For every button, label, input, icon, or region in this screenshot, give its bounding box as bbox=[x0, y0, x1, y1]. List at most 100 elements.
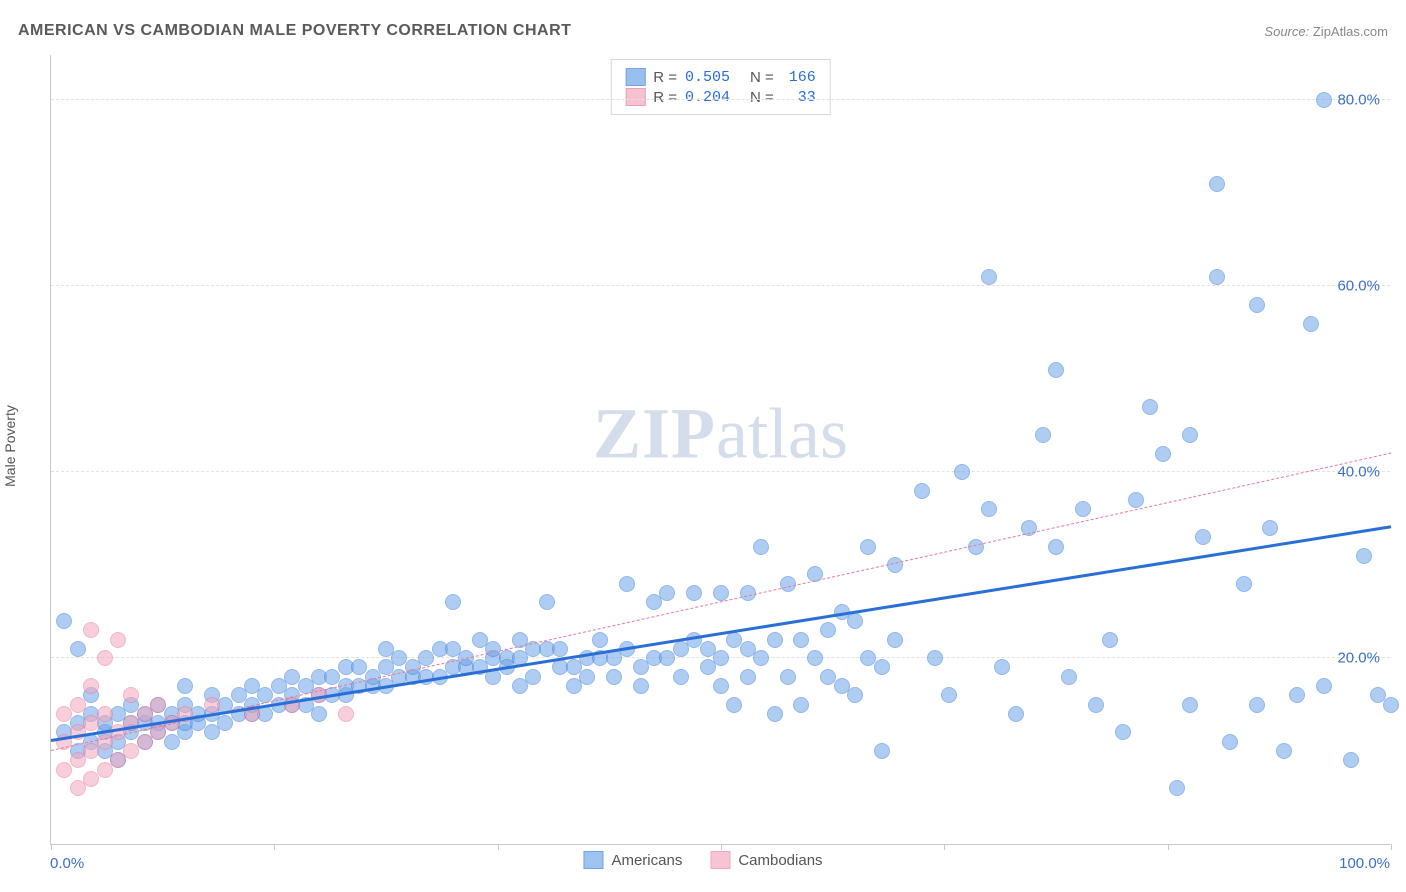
legend-swatch bbox=[625, 88, 645, 106]
data-point bbox=[981, 501, 997, 517]
data-point bbox=[1128, 492, 1144, 508]
data-point bbox=[56, 613, 72, 629]
data-point bbox=[1048, 539, 1064, 555]
legend-swatch bbox=[710, 851, 730, 869]
chart-title: AMERICAN VS CAMBODIAN MALE POVERTY CORRE… bbox=[18, 22, 571, 40]
data-point bbox=[874, 659, 890, 675]
series-legend-label: Cambodians bbox=[738, 852, 822, 869]
legend-row: R =0.505N =166 bbox=[625, 68, 816, 86]
y-tick-label: 40.0% bbox=[1337, 464, 1380, 481]
data-point bbox=[767, 632, 783, 648]
gridline bbox=[51, 285, 1390, 286]
data-point bbox=[525, 669, 541, 685]
data-point bbox=[83, 622, 99, 638]
data-point bbox=[1209, 176, 1225, 192]
data-point bbox=[1222, 734, 1238, 750]
data-point bbox=[780, 576, 796, 592]
data-point bbox=[1182, 697, 1198, 713]
data-point bbox=[981, 269, 997, 285]
data-point bbox=[994, 659, 1010, 675]
data-point bbox=[927, 650, 943, 666]
data-point bbox=[820, 622, 836, 638]
chart-container: AMERICAN VS CAMBODIAN MALE POVERTY CORRE… bbox=[0, 0, 1406, 892]
data-point bbox=[954, 464, 970, 480]
y-tick-label: 80.0% bbox=[1337, 92, 1380, 109]
legend-row: R =0.204N =33 bbox=[625, 88, 816, 106]
data-point bbox=[1169, 780, 1185, 796]
data-point bbox=[847, 613, 863, 629]
data-point bbox=[1061, 669, 1077, 685]
data-point bbox=[659, 585, 675, 601]
data-point bbox=[941, 687, 957, 703]
data-point bbox=[204, 697, 220, 713]
legend-r-label: R = bbox=[653, 89, 677, 106]
watermark-atlas: atlas bbox=[716, 393, 848, 473]
x-tick bbox=[721, 844, 722, 850]
data-point bbox=[606, 669, 622, 685]
data-point bbox=[914, 483, 930, 499]
data-point bbox=[887, 557, 903, 573]
data-point bbox=[874, 743, 890, 759]
data-point bbox=[97, 650, 113, 666]
legend-r-value: 0.204 bbox=[685, 89, 730, 106]
data-point bbox=[338, 706, 354, 722]
data-point bbox=[793, 697, 809, 713]
series-legend: Americans Cambodians bbox=[583, 851, 822, 869]
x-tick bbox=[1168, 844, 1169, 850]
watermark-zip: ZIP bbox=[593, 393, 716, 473]
data-point bbox=[311, 706, 327, 722]
data-point bbox=[1102, 632, 1118, 648]
data-point bbox=[753, 650, 769, 666]
data-point bbox=[686, 585, 702, 601]
source-value: ZipAtlas.com bbox=[1313, 24, 1388, 39]
data-point bbox=[1115, 724, 1131, 740]
data-point bbox=[70, 641, 86, 657]
source-attribution: Source: ZipAtlas.com bbox=[1264, 24, 1388, 39]
series-legend-label: Americans bbox=[611, 852, 682, 869]
data-point bbox=[1209, 269, 1225, 285]
data-point bbox=[713, 650, 729, 666]
data-point bbox=[579, 669, 595, 685]
x-tick-label: 100.0% bbox=[1339, 855, 1390, 872]
data-point bbox=[1316, 92, 1332, 108]
data-point bbox=[83, 678, 99, 694]
data-point bbox=[633, 678, 649, 694]
x-tick bbox=[944, 844, 945, 850]
data-point bbox=[1276, 743, 1292, 759]
data-point bbox=[713, 585, 729, 601]
data-point bbox=[1075, 501, 1091, 517]
data-point bbox=[726, 697, 742, 713]
data-point bbox=[1236, 576, 1252, 592]
data-point bbox=[847, 687, 863, 703]
data-point bbox=[619, 576, 635, 592]
gridline bbox=[51, 99, 1390, 100]
data-point bbox=[123, 687, 139, 703]
legend-r-label: R = bbox=[653, 69, 677, 86]
data-point bbox=[887, 632, 903, 648]
legend-r-value: 0.505 bbox=[685, 69, 730, 86]
data-point bbox=[1048, 362, 1064, 378]
data-point bbox=[740, 669, 756, 685]
series-legend-item: Americans bbox=[583, 851, 682, 869]
legend-swatch bbox=[625, 68, 645, 86]
data-point bbox=[539, 594, 555, 610]
correlation-legend: R =0.505N =166R =0.204N =33 bbox=[610, 59, 831, 115]
data-point bbox=[592, 632, 608, 648]
data-point bbox=[713, 678, 729, 694]
data-point bbox=[780, 669, 796, 685]
data-point bbox=[1303, 316, 1319, 332]
data-point bbox=[1195, 529, 1211, 545]
x-tick bbox=[498, 844, 499, 850]
data-point bbox=[445, 594, 461, 610]
series-legend-item: Cambodians bbox=[710, 851, 822, 869]
data-point bbox=[1262, 520, 1278, 536]
data-point bbox=[753, 539, 769, 555]
data-point bbox=[1316, 678, 1332, 694]
data-point bbox=[1142, 399, 1158, 415]
x-tick bbox=[51, 844, 52, 850]
data-point bbox=[807, 650, 823, 666]
legend-n-label: N = bbox=[750, 89, 774, 106]
data-point bbox=[70, 697, 86, 713]
data-point bbox=[1008, 706, 1024, 722]
legend-n-value: 166 bbox=[782, 69, 816, 86]
